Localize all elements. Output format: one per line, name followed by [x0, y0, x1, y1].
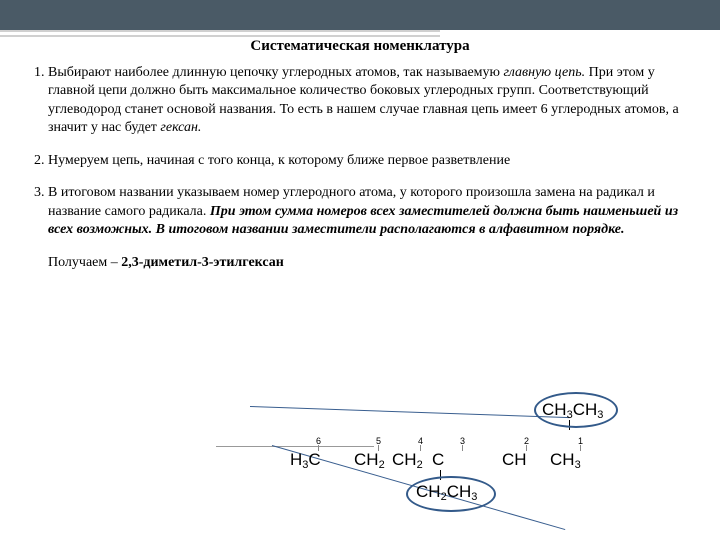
li1-italic1: главную цепь.	[504, 65, 586, 80]
arrow-line-1	[250, 406, 570, 418]
txt-ch2a: CH	[354, 450, 379, 469]
list-item-3: В итоговом названии указываем номер угле…	[48, 184, 696, 239]
frag-ch2b: CH2	[392, 450, 423, 471]
txt-h: H	[290, 450, 302, 469]
result-label: Получаем –	[48, 255, 121, 270]
result-compound: 2,3-диметил-3-этилгексан	[121, 255, 284, 270]
txt-ch3e: CH	[550, 450, 575, 469]
chem-structure: 6 5 4 3 2 1 H3C CH2 CH2 C CH CH3	[280, 428, 710, 538]
slide-title: Систематическая номенклатура	[0, 38, 720, 55]
header-bar	[0, 0, 720, 30]
txt-c-center: C	[432, 450, 444, 469]
frag-ch3-end: CH3	[550, 450, 581, 471]
txt-ch2b-sub: 2	[417, 459, 423, 471]
frag-ch2a: CH2	[354, 450, 385, 471]
txt-c: C	[308, 450, 320, 469]
header-rule-1	[0, 30, 440, 32]
header-rule-2	[0, 35, 440, 37]
list-item-2: Нумеруем цепь, начиная с того конца, к к…	[48, 152, 696, 170]
ellipse-top	[534, 392, 618, 428]
txt-ch3e-sub: 3	[575, 459, 581, 471]
list-item-1: Выбирают наиболее длинную цепочку углеро…	[48, 64, 696, 138]
result-line: Получаем – 2,3-диметил-3-этилгексан	[28, 254, 696, 272]
body-text: Выбирают наиболее длинную цепочку углеро…	[28, 64, 696, 272]
txt-chr: CH	[502, 450, 527, 469]
txt-ch2b: CH	[392, 450, 417, 469]
li1-italic2: гексан.	[160, 120, 201, 135]
tick-3	[462, 445, 463, 451]
frag-ch-r: CH	[502, 450, 527, 470]
ellipse-bottom	[406, 476, 496, 512]
li1-part1: Выбирают наиболее длинную цепочку углеро…	[48, 65, 504, 80]
frag-c-center: C	[432, 450, 444, 470]
frag-h3c: H3C	[290, 450, 321, 471]
numbered-list: Выбирают наиболее длинную цепочку углеро…	[28, 64, 696, 240]
txt-ch2a-sub: 2	[379, 459, 385, 471]
